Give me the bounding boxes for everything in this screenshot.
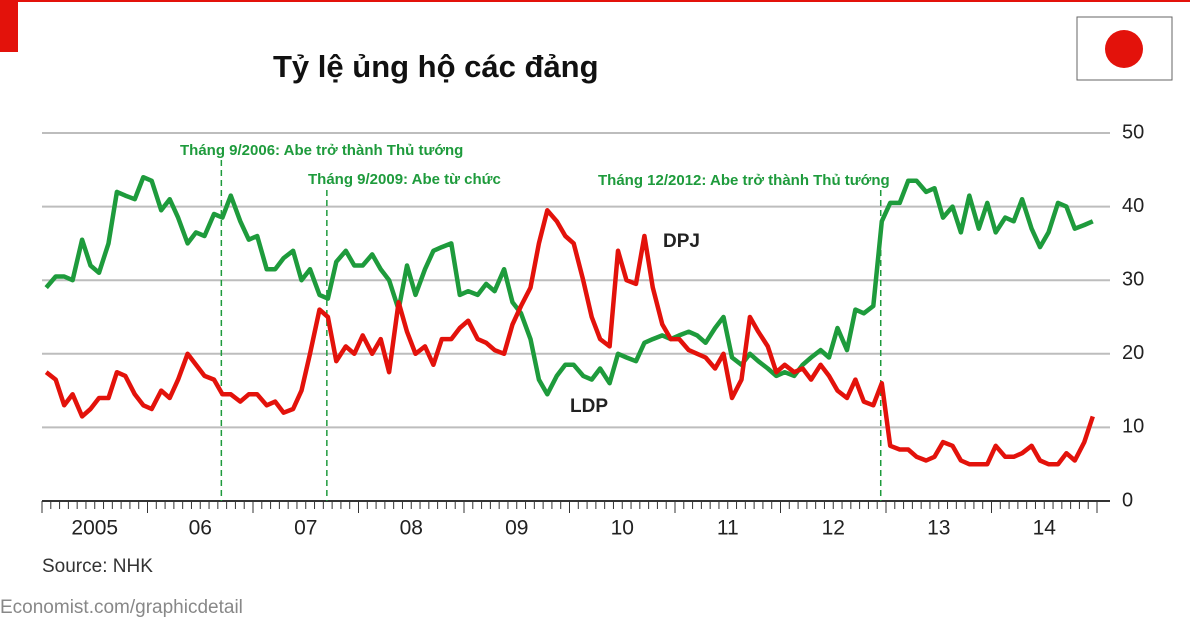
x-tick-label: 13	[927, 517, 950, 540]
y-tick-label: 0	[1122, 489, 1133, 511]
y-tick-label: 10	[1122, 416, 1144, 438]
flag-sun	[1105, 30, 1143, 68]
source: Source: NHK	[42, 556, 153, 577]
x-tick-label: 06	[189, 517, 212, 540]
series-label: DPJ	[663, 231, 700, 252]
y-tick-label: 50	[1122, 121, 1144, 143]
x-tick-label: 14	[1033, 517, 1057, 540]
series-line	[44, 174, 1094, 397]
x-tick-label: 12	[822, 517, 845, 540]
chart-title: Tỷ lệ ủng hộ các đảng	[273, 49, 599, 84]
y-tick-label: 40	[1122, 195, 1144, 217]
y-tick-label: 30	[1122, 268, 1144, 290]
y-tick-label: 20	[1122, 342, 1144, 364]
series-label: LDP	[570, 396, 608, 417]
x-tick-label: 2005	[71, 517, 118, 540]
annotation-text: Tháng 9/2006: Abe trở thành Thủ tướng	[180, 142, 463, 159]
series-line	[44, 208, 1095, 467]
x-tick-label: 11	[717, 517, 739, 540]
x-tick-label: 09	[505, 517, 528, 540]
brand-block	[0, 0, 18, 52]
footer: Economist.com/graphicdetail	[0, 597, 243, 618]
annotation-text: Tháng 12/2012: Abe trở thành Thủ tướng	[598, 172, 890, 189]
top-rule	[0, 0, 1190, 2]
annotation-text: Tháng 9/2009: Abe từ chức	[308, 171, 501, 188]
x-tick-label: 08	[400, 517, 423, 540]
x-tick-label: 07	[294, 517, 317, 540]
x-tick-label: 10	[611, 517, 634, 540]
